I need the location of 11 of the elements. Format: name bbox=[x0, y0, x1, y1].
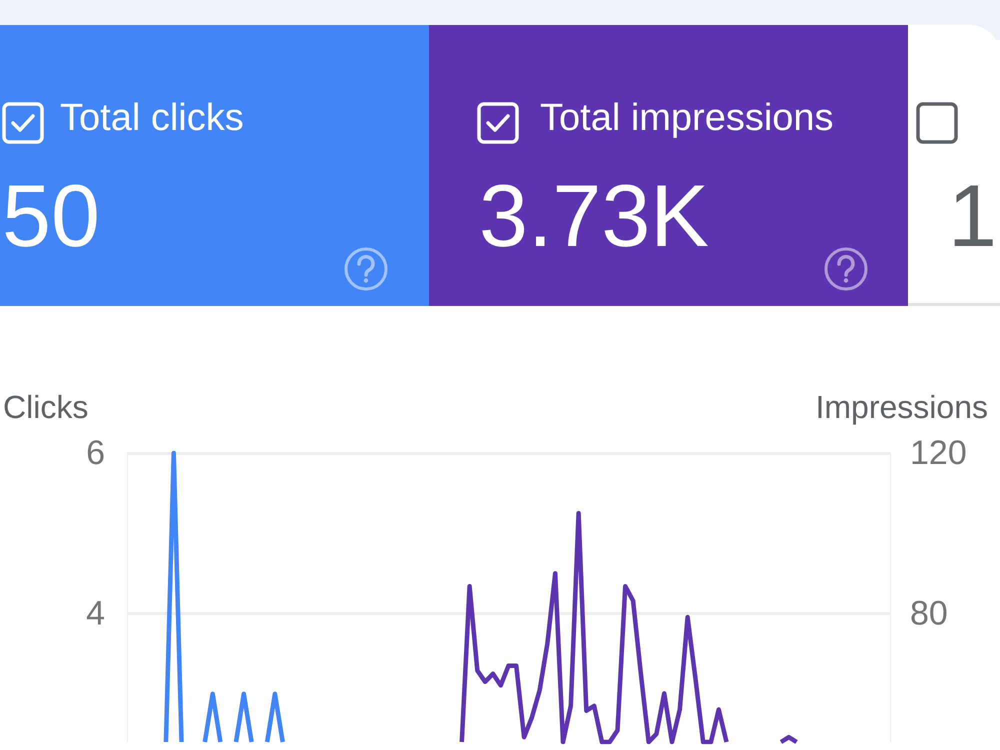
y-axis-title: Clicks bbox=[3, 389, 88, 425]
text: Total clicks bbox=[60, 97, 244, 140]
text: Total impressions bbox=[540, 97, 834, 140]
y2-tick-label: 120 bbox=[910, 434, 967, 472]
y2-axis-title: Impressions bbox=[816, 389, 988, 425]
y2-tick-label: 80 bbox=[910, 594, 948, 633]
y-tick-label: 6 bbox=[86, 434, 105, 472]
text: 50 bbox=[2, 165, 100, 267]
text: 3.73K bbox=[479, 165, 709, 267]
text: 1 bbox=[948, 165, 997, 267]
y-tick-label: 4 bbox=[86, 594, 105, 633]
